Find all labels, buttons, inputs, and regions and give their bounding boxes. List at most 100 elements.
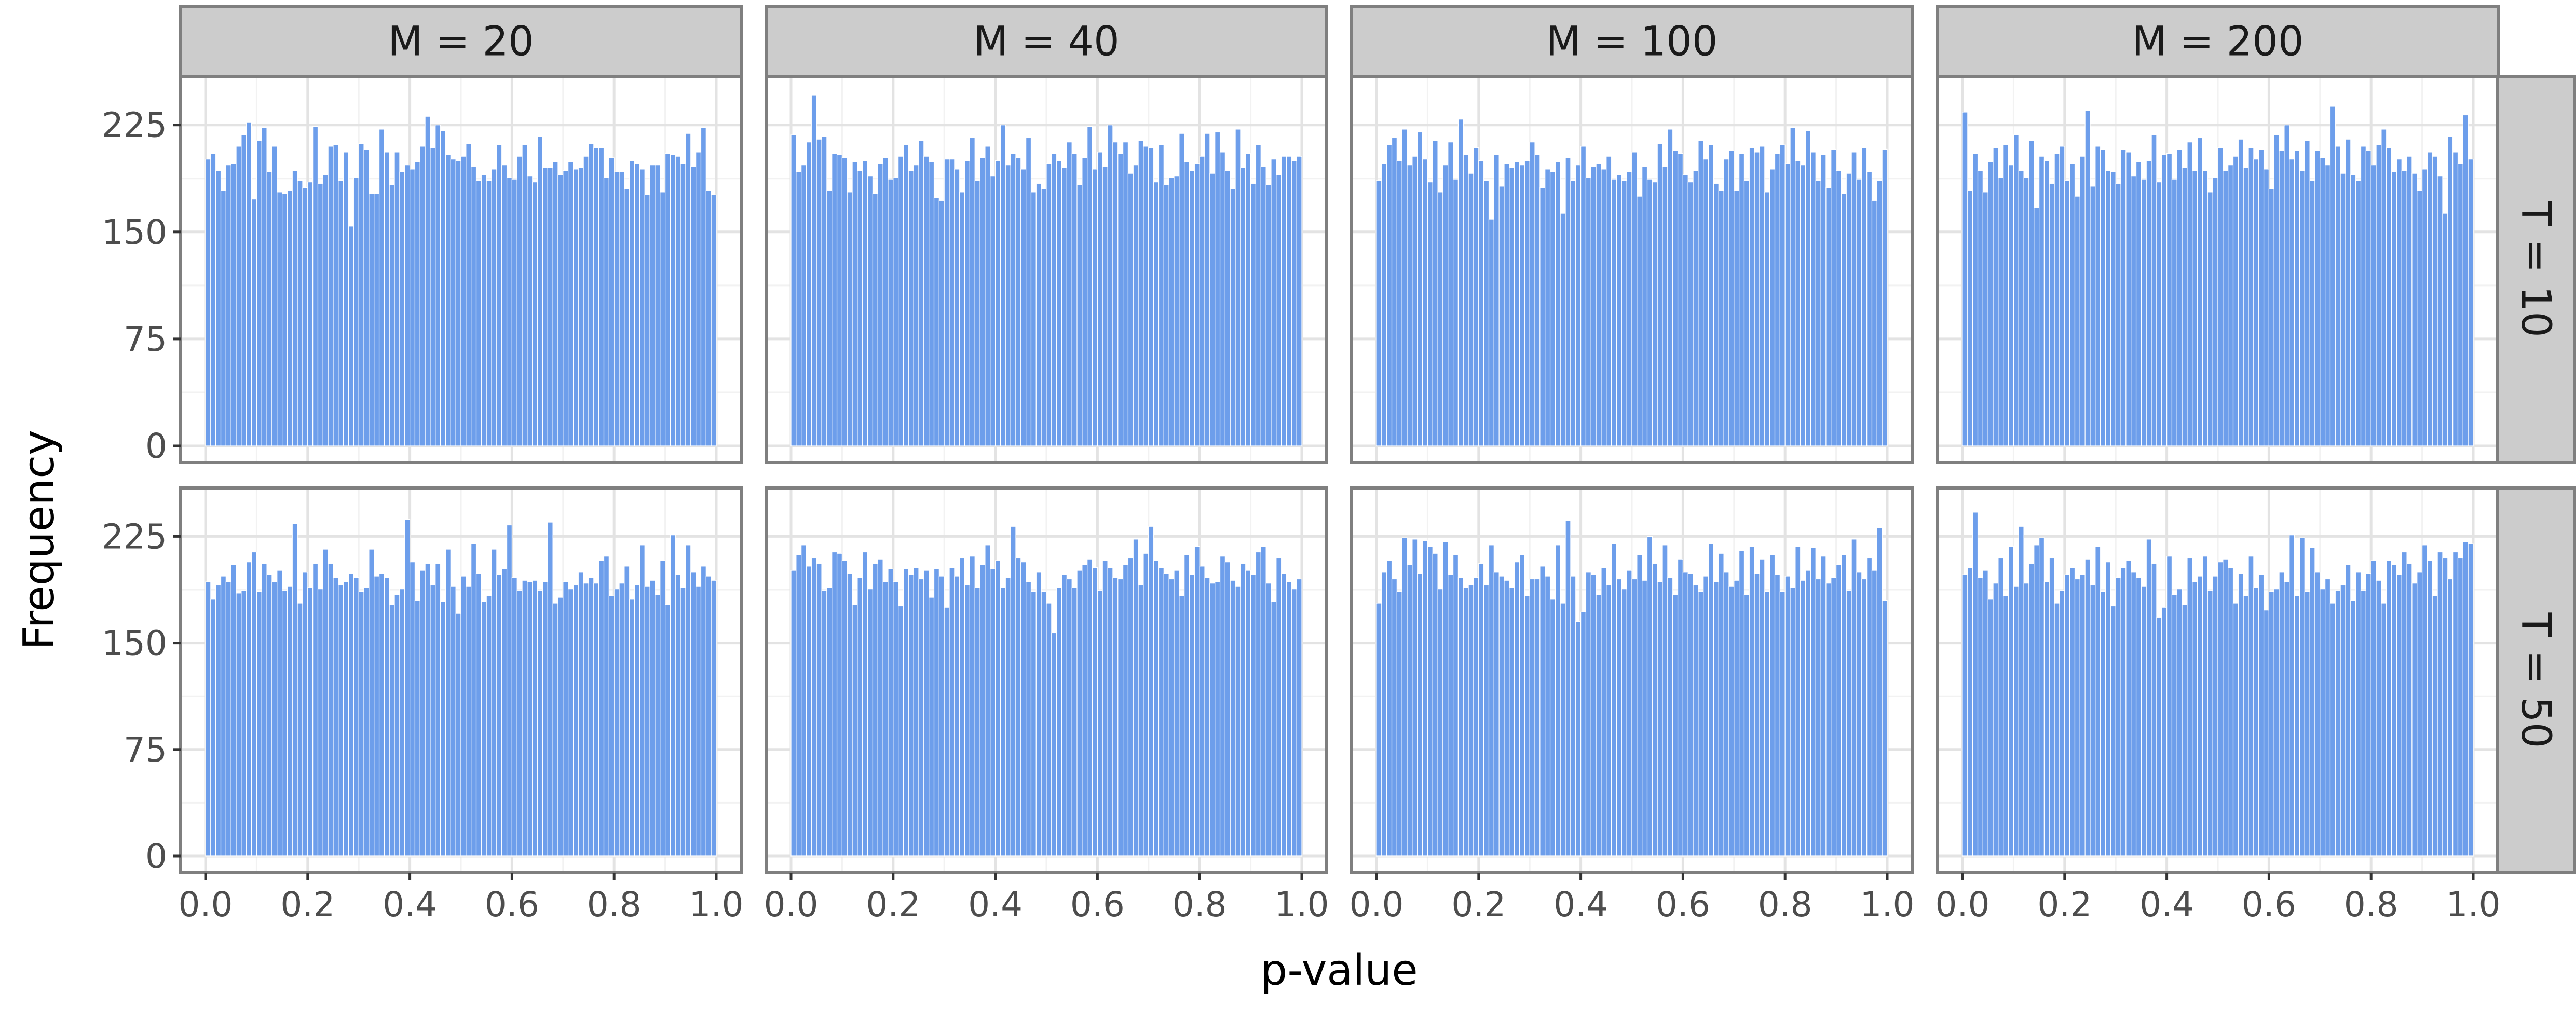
histogram-bar: [2018, 170, 2024, 446]
histogram-bar: [266, 171, 272, 446]
histogram-bar: [2166, 153, 2173, 446]
histogram-bar: [1876, 180, 1883, 446]
histogram-bar: [675, 156, 681, 446]
histogram-bar: [801, 545, 807, 857]
histogram-bar: [857, 170, 863, 446]
histogram-bar: [445, 549, 451, 857]
histogram-bar: [1549, 171, 1556, 446]
histogram-bar: [1143, 146, 1149, 446]
histogram-bar: [1739, 550, 1745, 857]
histogram-bar: [1774, 153, 1780, 446]
histogram-bar: [1703, 576, 1709, 857]
histogram-bar: [1534, 154, 1541, 446]
histogram-bar: [985, 545, 991, 857]
histogram-bar: [898, 156, 904, 446]
histogram-bar: [496, 144, 502, 446]
histogram-bar: [1749, 147, 1755, 446]
histogram-bar: [614, 589, 620, 857]
histogram-bar: [2447, 578, 2454, 857]
x-tick-label: 0.2: [2037, 885, 2092, 925]
histogram-bar: [938, 576, 945, 857]
histogram-bar: [2411, 173, 2418, 446]
histogram-bar: [2437, 176, 2443, 446]
histogram-bar: [261, 127, 267, 446]
histogram-bar: [1457, 577, 1464, 857]
histogram-bar: [933, 568, 939, 857]
histogram-bar: [1967, 190, 1973, 446]
histogram-bar: [903, 568, 909, 857]
histogram-bar: [2202, 556, 2208, 857]
histogram-bar: [557, 597, 564, 857]
histogram-bar: [1698, 591, 1704, 857]
histogram-bar: [353, 177, 359, 446]
histogram-bar: [1401, 537, 1408, 857]
histogram-bar: [1779, 144, 1786, 446]
histogram-bar: [2197, 576, 2203, 857]
histogram-bar: [1866, 171, 1873, 446]
histogram-bar: [210, 153, 216, 446]
histogram-bar: [2228, 165, 2234, 446]
histogram-bar: [1820, 154, 1827, 446]
histogram-bar: [1795, 160, 1801, 446]
histogram-bar: [256, 591, 262, 857]
histogram-bar: [225, 165, 231, 446]
histogram-bar: [578, 167, 584, 446]
histogram-bar: [1836, 564, 1842, 857]
histogram-bar: [2294, 150, 2300, 446]
histogram-bar: [954, 169, 960, 446]
histogram-bar: [1662, 166, 1668, 446]
histogram-bar: [1982, 570, 1988, 857]
histogram-bar: [1493, 154, 1500, 446]
histogram-bar: [1442, 165, 1449, 446]
histogram-bar: [2059, 590, 2065, 857]
histogram-bar: [271, 581, 278, 857]
histogram-bar: [1396, 591, 1402, 857]
histogram-bar: [1754, 573, 1760, 857]
histogram-bar: [333, 577, 339, 857]
histogram-bar: [1240, 563, 1246, 857]
histogram-bar: [210, 599, 216, 857]
histogram-bar: [1498, 186, 1505, 446]
histogram-bar: [1235, 586, 1241, 857]
histogram-bar: [1041, 591, 1047, 857]
histogram-bar: [1718, 553, 1724, 857]
histogram-bar: [1240, 167, 1246, 446]
histogram-bar: [578, 572, 584, 857]
histogram-bar: [1728, 150, 1735, 446]
histogram-bar: [954, 576, 960, 857]
histogram-bar: [1769, 554, 1776, 857]
histogram-bar: [2432, 156, 2438, 446]
histogram-bar: [918, 578, 924, 857]
histogram-bar: [1585, 572, 1591, 857]
histogram-bar: [990, 176, 996, 446]
histogram-bar: [2238, 573, 2244, 857]
histogram-bar: [1255, 144, 1261, 446]
histogram-bar: [2381, 603, 2387, 857]
histogram-bar: [1056, 587, 1062, 857]
histogram-bar: [2437, 551, 2443, 857]
x-tick-label: 0.4: [383, 885, 437, 925]
histogram-bar: [1407, 165, 1413, 446]
histogram-bar: [2049, 557, 2055, 857]
histogram-bar: [2156, 182, 2162, 446]
histogram-bar: [1163, 573, 1169, 857]
histogram-bar: [690, 572, 697, 857]
histogram-bar: [2457, 163, 2463, 446]
histogram-bar: [821, 136, 827, 446]
histogram-bar: [1698, 140, 1704, 446]
histogram-bar: [1010, 153, 1016, 446]
histogram-bar: [1235, 129, 1241, 446]
histogram-bar: [700, 566, 706, 857]
histogram-bar: [1422, 159, 1428, 446]
histogram-bar: [2008, 165, 2014, 446]
histogram-bar: [882, 157, 889, 446]
histogram-bar: [690, 166, 697, 446]
histogram-bar: [2263, 610, 2270, 857]
histogram-bar: [1590, 166, 1597, 446]
histogram-bar: [1127, 557, 1134, 857]
histogram-bar: [2105, 562, 2111, 857]
histogram-bar: [1861, 147, 1868, 446]
histogram-bar: [1529, 142, 1535, 446]
histogram-bar: [460, 576, 467, 857]
histogram-bar: [1539, 566, 1546, 857]
